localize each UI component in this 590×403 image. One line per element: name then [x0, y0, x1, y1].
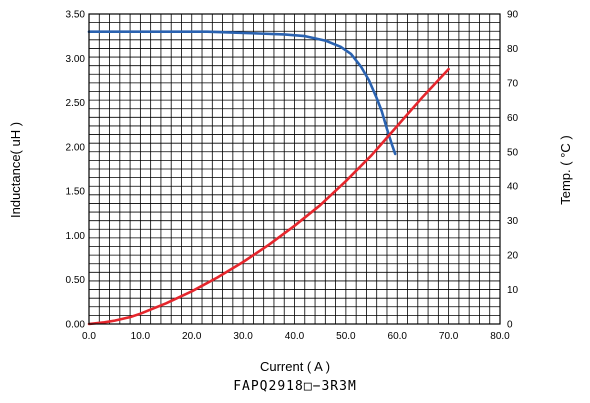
- x-tick-label: 10.0: [131, 331, 151, 342]
- y-left-axis-title: Inductance( uH ): [8, 122, 23, 218]
- y-left-tick-label: 3.50: [66, 10, 86, 21]
- x-tick-label: 0.0: [82, 331, 96, 342]
- chart-caption: FAPQ2918□−3R3M: [233, 379, 357, 394]
- series-group: [87, 30, 450, 326]
- y-right-tick-label: 50: [507, 147, 519, 158]
- y-left-tick-label: 3.00: [66, 54, 86, 65]
- y-right-tick-label: 10: [507, 285, 519, 296]
- x-tick-label: 60.0: [388, 331, 408, 342]
- x-tick-label: 20.0: [182, 331, 202, 342]
- y-left-tick-label: 0.00: [66, 320, 86, 331]
- y-right-tick-label: 20: [507, 251, 519, 262]
- x-tick-label: 70.0: [439, 331, 459, 342]
- plot-frame: [88, 13, 501, 325]
- y-left-tick-label: 0.50: [66, 275, 86, 286]
- grid: [89, 14, 500, 324]
- y-left-tick-label: 1.50: [66, 187, 86, 198]
- y-right-tick-label: 70: [507, 78, 519, 89]
- y-right-tick-label: 80: [507, 44, 519, 55]
- inductance-series-line: [87, 30, 397, 156]
- temperature-series-line: [87, 67, 450, 326]
- x-tick-label: 40.0: [285, 331, 305, 342]
- x-tick-label: 80.0: [490, 331, 510, 342]
- y-left-tick-label: 2.00: [66, 142, 86, 153]
- tick-labels: 0.0 10.0 20.0 30.0 40.0 50.0 60.0 70.0 80.0 0.00 0…: [66, 10, 519, 343]
- y-right-tick-label: 30: [507, 216, 519, 227]
- y-right-tick-label: 40: [507, 182, 519, 193]
- x-axis-title: Current ( A ): [260, 359, 330, 374]
- y-right-tick-label: 90: [507, 10, 519, 21]
- x-tick-label: 50.0: [336, 331, 356, 342]
- y-left-tick-label: 2.50: [66, 98, 86, 109]
- y-right-tick-label: 0: [507, 320, 513, 331]
- x-tick-label: 30.0: [233, 331, 253, 342]
- y-left-tick-label: 1.00: [66, 231, 86, 242]
- y-right-tick-label: 60: [507, 113, 519, 124]
- y-right-axis-title: Temp. ( °C ): [558, 135, 573, 204]
